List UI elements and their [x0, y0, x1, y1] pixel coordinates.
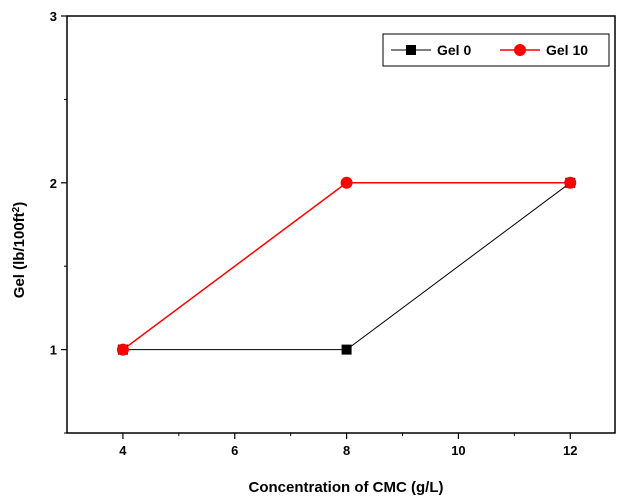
y-axis-title-end: )	[11, 202, 28, 207]
data-point	[341, 344, 352, 355]
x-tick-label: 4	[119, 443, 127, 458]
data-point	[564, 176, 577, 189]
legend-gel0-marker	[406, 45, 416, 55]
series-line-2	[122, 182, 571, 351]
plot-frame	[66, 15, 616, 434]
x-tick-label: 12	[563, 443, 577, 458]
y-axis-title-sup: 2	[11, 206, 22, 212]
legend-gel0-label: Gel 0	[437, 42, 471, 58]
series-line-1	[122, 182, 571, 351]
y-axis-title: Gel (lb/100ft2)	[11, 202, 29, 298]
x-axis-title: Concentration of CMC (g/L)	[249, 479, 444, 496]
x-tick-label: 10	[451, 443, 465, 458]
x-tick-label: 8	[343, 443, 350, 458]
x-tick-label: 6	[231, 443, 238, 458]
y-tick-label: 1	[50, 343, 57, 358]
y-tick-label: 3	[50, 9, 57, 24]
legend-gel10-label: Gel 10	[546, 42, 588, 58]
legend: Gel 0 Gel 10	[382, 33, 610, 67]
data-point	[116, 343, 129, 356]
series-layer	[116, 176, 577, 356]
legend-gel10-marker	[514, 44, 526, 56]
y-tick-label: 2	[50, 176, 57, 191]
y-axis-title-main: Gel (lb/100ft	[11, 212, 28, 298]
data-point	[340, 176, 353, 189]
